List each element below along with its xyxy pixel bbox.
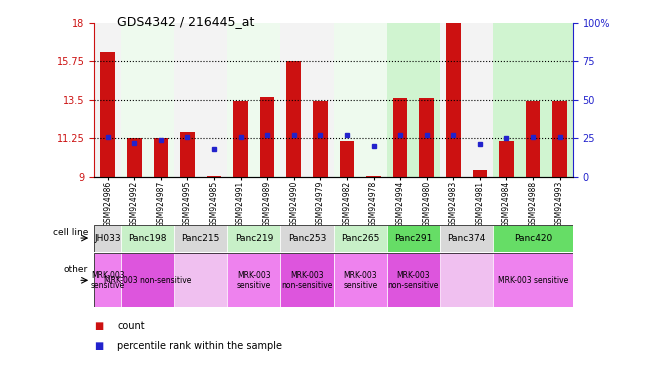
- Bar: [419, 98, 434, 177]
- Bar: [333, 23, 387, 177]
- Text: MRK-003
non-sensitive: MRK-003 non-sensitive: [388, 271, 439, 290]
- Text: MRK-003 non-sensitive: MRK-003 non-sensitive: [104, 276, 191, 285]
- Text: count: count: [117, 321, 145, 331]
- Bar: [100, 52, 115, 177]
- Bar: [94, 23, 121, 177]
- Bar: [446, 8, 460, 177]
- Text: Panc219: Panc219: [235, 233, 273, 243]
- Bar: [174, 225, 227, 252]
- Bar: [440, 23, 493, 177]
- Text: Panc291: Panc291: [395, 233, 432, 243]
- Bar: [313, 101, 327, 177]
- Bar: [367, 176, 381, 177]
- Bar: [493, 253, 573, 307]
- Bar: [121, 23, 174, 177]
- Bar: [180, 132, 195, 177]
- Bar: [526, 101, 540, 177]
- Text: ■: ■: [94, 341, 104, 351]
- Text: Panc265: Panc265: [341, 233, 380, 243]
- Text: ■: ■: [94, 321, 104, 331]
- Bar: [440, 225, 493, 252]
- Bar: [94, 253, 121, 307]
- Bar: [333, 225, 387, 252]
- Text: Panc374: Panc374: [447, 233, 486, 243]
- Bar: [340, 141, 354, 177]
- Bar: [333, 253, 387, 307]
- Bar: [393, 98, 408, 177]
- Text: JH033: JH033: [94, 233, 121, 243]
- Text: Panc253: Panc253: [288, 233, 326, 243]
- Bar: [387, 253, 440, 307]
- Bar: [127, 138, 141, 177]
- Bar: [281, 23, 333, 177]
- Bar: [281, 253, 333, 307]
- Bar: [499, 141, 514, 177]
- Text: Panc198: Panc198: [128, 233, 167, 243]
- Bar: [233, 101, 248, 177]
- Bar: [493, 23, 573, 177]
- Bar: [473, 170, 487, 177]
- Bar: [227, 253, 281, 307]
- Text: other: other: [64, 265, 88, 274]
- Text: cell line: cell line: [53, 228, 88, 237]
- Text: MRK-003
sensitive: MRK-003 sensitive: [90, 271, 125, 290]
- Bar: [121, 253, 174, 307]
- Bar: [154, 138, 168, 177]
- Bar: [121, 225, 174, 252]
- Text: MRK-003
non-sensitive: MRK-003 non-sensitive: [281, 271, 333, 290]
- Text: percentile rank within the sample: percentile rank within the sample: [117, 341, 282, 351]
- Bar: [552, 101, 567, 177]
- Bar: [227, 23, 281, 177]
- Bar: [207, 176, 221, 177]
- Bar: [227, 225, 281, 252]
- Text: Panc215: Panc215: [182, 233, 220, 243]
- Bar: [493, 225, 573, 252]
- Bar: [286, 61, 301, 177]
- Bar: [281, 225, 333, 252]
- Bar: [387, 23, 440, 177]
- Bar: [387, 225, 440, 252]
- Text: Panc420: Panc420: [514, 233, 552, 243]
- Text: MRK-003 sensitive: MRK-003 sensitive: [498, 276, 568, 285]
- Bar: [174, 23, 227, 177]
- Text: MRK-003
sensitive: MRK-003 sensitive: [343, 271, 378, 290]
- Text: GDS4342 / 216445_at: GDS4342 / 216445_at: [117, 15, 255, 28]
- Bar: [94, 225, 121, 252]
- Text: MRK-003
sensitive: MRK-003 sensitive: [237, 271, 271, 290]
- Bar: [260, 97, 275, 177]
